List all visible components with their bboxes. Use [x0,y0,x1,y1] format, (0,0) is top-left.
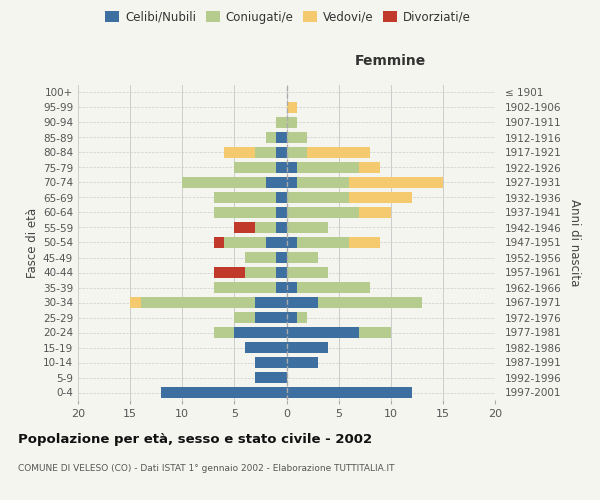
Bar [287,266,328,278]
Bar [287,116,297,128]
Bar [276,206,287,218]
Y-axis label: Fasce di età: Fasce di età [26,208,39,278]
Bar [297,282,370,294]
Bar [287,102,297,114]
Bar [287,386,412,398]
Bar [287,132,307,143]
Bar [235,162,276,173]
Bar [359,326,391,338]
Bar [349,236,380,248]
Bar [287,192,349,203]
Bar [307,146,370,158]
Bar [276,132,287,143]
Bar [276,192,287,203]
Bar [297,176,349,188]
Bar [214,192,276,203]
Text: Femmine: Femmine [355,54,427,68]
Bar [161,386,287,398]
Bar [276,282,287,294]
Bar [276,222,287,234]
Text: Popolazione per età, sesso e stato civile - 2002: Popolazione per età, sesso e stato civil… [18,432,372,446]
Bar [287,296,318,308]
Bar [349,176,443,188]
Bar [287,326,359,338]
Bar [276,266,287,278]
Bar [224,236,266,248]
Bar [245,266,276,278]
Bar [255,222,276,234]
Bar [182,176,266,188]
Bar [214,206,276,218]
Bar [276,146,287,158]
Text: COMUNE DI VELESO (CO) - Dati ISTAT 1° gennaio 2002 - Elaborazione TUTTITALIA.IT: COMUNE DI VELESO (CO) - Dati ISTAT 1° ge… [18,464,395,473]
Bar [276,116,287,128]
Bar [235,312,255,324]
Bar [318,296,422,308]
Legend: Celibi/Nubili, Coniugati/e, Vedovi/e, Divorziati/e: Celibi/Nubili, Coniugati/e, Vedovi/e, Di… [100,6,476,28]
Bar [297,312,307,324]
Bar [287,356,318,368]
Bar [276,162,287,173]
Bar [266,176,287,188]
Bar [214,282,276,294]
Bar [255,146,276,158]
Bar [245,252,276,264]
Bar [287,222,328,234]
Bar [245,342,287,353]
Bar [214,266,245,278]
Bar [287,312,297,324]
Bar [255,296,287,308]
Bar [224,146,255,158]
Bar [297,236,349,248]
Bar [255,356,287,368]
Bar [235,222,255,234]
Bar [287,206,359,218]
Bar [214,326,235,338]
Bar [287,236,297,248]
Bar [287,252,318,264]
Bar [287,162,297,173]
Bar [287,342,328,353]
Bar [255,372,287,384]
Bar [287,282,297,294]
Y-axis label: Anni di nascita: Anni di nascita [568,199,581,286]
Bar [287,176,297,188]
Bar [349,192,412,203]
Bar [297,162,359,173]
Bar [130,296,140,308]
Bar [266,132,276,143]
Bar [214,236,224,248]
Bar [276,252,287,264]
Bar [287,146,307,158]
Bar [359,206,391,218]
Bar [235,326,287,338]
Bar [359,162,380,173]
Bar [266,236,287,248]
Bar [255,312,287,324]
Bar [140,296,255,308]
